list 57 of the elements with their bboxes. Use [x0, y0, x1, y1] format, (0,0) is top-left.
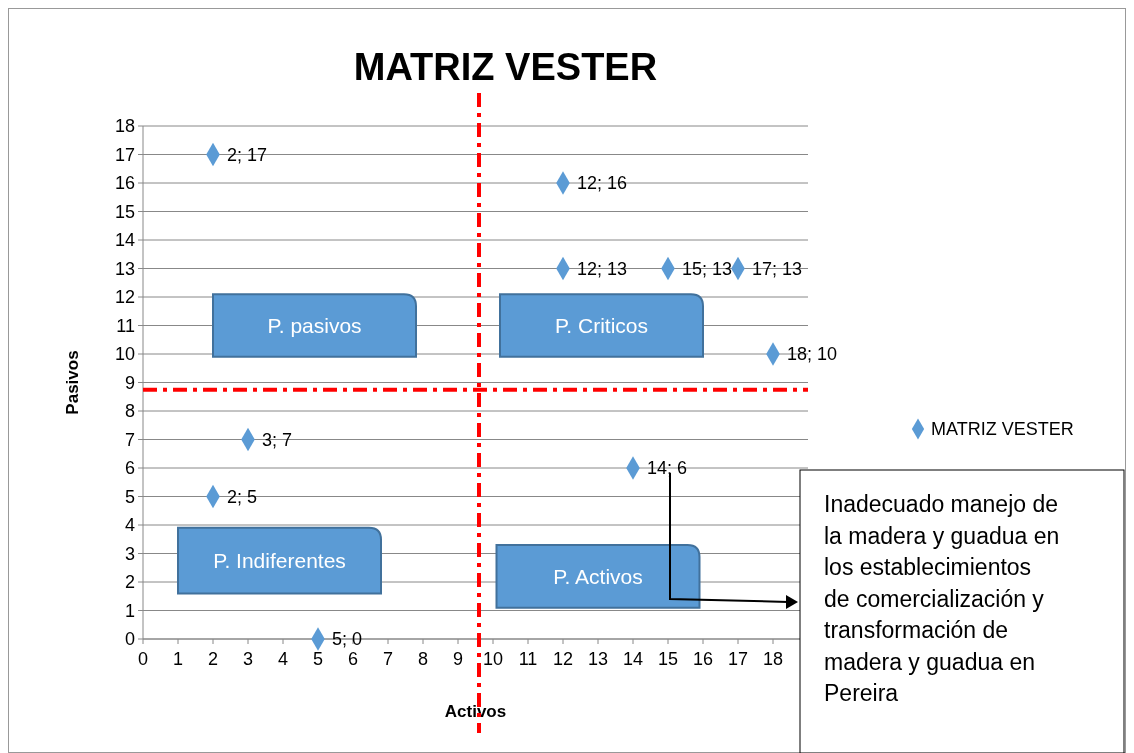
annotation: P. Criticos: [555, 313, 648, 337]
x-tick-label: 14: [622, 649, 644, 669]
y-tick-label: 3: [124, 543, 135, 564]
x-tick-label: 13: [587, 649, 609, 669]
x-tick-label: 0: [137, 649, 149, 669]
x-tick-label: 12: [552, 649, 574, 669]
x-tick-label: 1: [172, 649, 184, 669]
x-tick-label: 2: [207, 649, 219, 669]
y-tick-label: 9: [124, 372, 135, 393]
data-label: 3; 7: [262, 429, 293, 450]
x-tick-label: 7: [382, 649, 394, 669]
data-label: 2; 5: [227, 486, 258, 507]
y-tick-label: 12: [114, 287, 135, 308]
data-label: 14; 6: [647, 458, 688, 479]
x-tick-label: 18: [762, 649, 784, 669]
x-axis-title: Activos: [444, 702, 507, 721]
annotation: P. Activos: [553, 564, 643, 588]
data-label: 17; 13: [752, 258, 803, 279]
x-tick-label: 10: [482, 649, 504, 669]
y-tick-label: 8: [124, 401, 135, 422]
y-tick-label: 18: [114, 116, 135, 137]
y-tick-label: 2: [124, 572, 135, 593]
data-label: 18; 10: [787, 344, 838, 365]
x-tick-label: 16: [692, 649, 714, 669]
data-label: 2; 17: [227, 144, 268, 165]
y-tick-label: 7: [124, 429, 135, 450]
y-tick-label: 11: [116, 315, 135, 336]
x-tick-label: 5: [312, 649, 324, 669]
y-tick-label: 17: [114, 144, 135, 165]
x-tick-label: 6: [347, 649, 359, 669]
annotation: P. Indiferentes: [213, 548, 346, 572]
x-tick-label: 9: [452, 649, 464, 669]
data-label: 15; 13: [682, 258, 733, 279]
legend-label: MATRIZ VESTER: [931, 419, 1074, 440]
y-tick-label: 4: [124, 515, 135, 536]
y-tick-label: 13: [114, 258, 135, 279]
y-tick-label: 0: [124, 629, 135, 650]
x-tick-label: 17: [727, 649, 749, 669]
data-label: 5; 0: [332, 629, 363, 650]
x-tick-label: 8: [417, 649, 429, 669]
x-tick-label: 15: [657, 649, 679, 669]
y-axis-title: Pasivos: [63, 350, 82, 415]
y-tick-label: 15: [114, 201, 135, 222]
x-tick-label: 3: [242, 649, 254, 669]
text: Inadecuado manejo de la madera y guadua en los establecimientos de comercialización y transformación de madera y guadua en Pereira: [824, 491, 1060, 706]
y-tick-label: 16: [114, 173, 135, 194]
y-tick-label: 6: [124, 458, 135, 479]
y-tick-label: 5: [124, 486, 135, 507]
y-tick-label: 14: [114, 230, 135, 251]
annotation: P. pasivos: [267, 313, 362, 337]
data-label: 12; 16: [577, 173, 628, 194]
x-tick-label: 4: [277, 649, 289, 669]
chart-title: MATRIZ VESTER: [353, 46, 658, 88]
data-label: 12; 13: [577, 258, 628, 279]
y-tick-label: 1: [124, 600, 135, 621]
x-tick-label: 11: [518, 649, 538, 669]
y-tick-label: 10: [114, 344, 135, 365]
